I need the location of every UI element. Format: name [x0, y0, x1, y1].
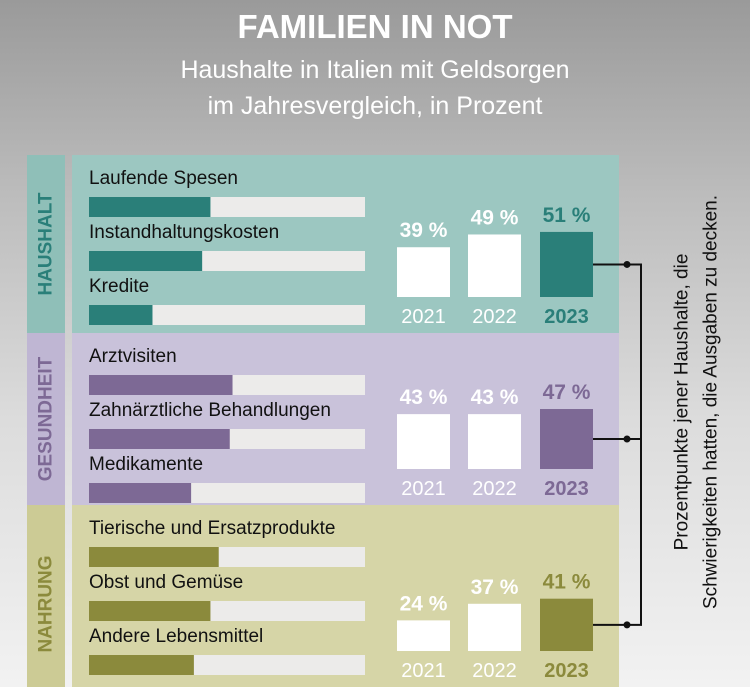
- bracket-dot: [623, 621, 631, 629]
- year-value-label: 37 %: [471, 576, 519, 599]
- section-label: HAUSHALT: [36, 192, 57, 295]
- subcategory-bar: [89, 547, 219, 567]
- year-bar: [468, 234, 521, 297]
- section-label-panel: [27, 505, 65, 687]
- section-panel: [72, 333, 619, 505]
- bracket-dot: [623, 260, 631, 268]
- year-value-label: 39 %: [400, 219, 448, 242]
- year-bar: [540, 409, 593, 469]
- year-value-label: 47 %: [543, 381, 591, 404]
- subcategory-label: Instandhaltungskosten: [89, 222, 279, 243]
- bracket-line: [593, 263, 642, 626]
- year-bar: [468, 603, 521, 651]
- subcategory-bar: [89, 375, 233, 395]
- year-bar: [468, 414, 521, 469]
- year-tick-label: 2021: [401, 660, 446, 682]
- chart-subtitle-line-2: im Jahresvergleich, in Prozent: [207, 92, 543, 120]
- subcategory-label: Tierische und Ersatzprodukte: [89, 518, 335, 539]
- subcategory-bar: [89, 251, 203, 271]
- year-tick-label: 2023: [544, 660, 589, 682]
- year-tick-label: 2023: [544, 306, 589, 328]
- subcategory-bar: [89, 197, 211, 217]
- subcategory-bar: [89, 429, 230, 449]
- subcategory-label: Laufende Spesen: [89, 168, 238, 189]
- section-panel: [72, 155, 619, 333]
- year-bar: [397, 247, 450, 297]
- year-value-label: 41 %: [543, 571, 591, 594]
- section-label: GESUNDHEIT: [36, 356, 57, 481]
- year-tick-label: 2021: [401, 478, 446, 500]
- side-note-line-1: Prozentpunkte jener Haushalte, die: [672, 254, 693, 551]
- subcategory-label: Arztvisiten: [89, 346, 177, 367]
- chart-subtitle-line-1: Haushalte in Italien mit Geldsorgen: [180, 56, 570, 84]
- subcategory-label: Medikamente: [89, 454, 203, 475]
- subcategory-track: [89, 305, 365, 325]
- year-tick-label: 2021: [401, 306, 446, 328]
- year-tick-label: 2022: [472, 478, 517, 500]
- year-tick-label: 2022: [472, 660, 517, 682]
- subcategory-label: Obst und Gemüse: [89, 572, 243, 593]
- subcategory-bar: [89, 601, 211, 621]
- subcategory-label: Zahnärztliche Behandlungen: [89, 400, 331, 421]
- year-value-label: 43 %: [400, 386, 448, 409]
- year-bar: [397, 414, 450, 469]
- subcategory-label: Andere Lebensmittel: [89, 626, 263, 647]
- year-value-label: 51 %: [543, 204, 591, 227]
- year-bar: [397, 620, 450, 651]
- subcategory-bar: [89, 655, 194, 675]
- subcategory-label: Kredite: [89, 276, 149, 297]
- year-bar: [540, 231, 593, 297]
- side-note-line-2: Schwierigkeiten hatten, die Ausgaben zu …: [701, 195, 722, 609]
- subcategory-bar: [89, 305, 153, 325]
- year-tick-label: 2023: [544, 478, 589, 500]
- section-label: NAHRUNG: [36, 555, 57, 652]
- year-value-label: 49 %: [471, 206, 519, 229]
- year-value-label: 43 %: [471, 386, 519, 409]
- subcategory-bar: [89, 483, 192, 503]
- section-label-panel: [27, 155, 65, 333]
- year-tick-label: 2022: [472, 306, 517, 328]
- bracket-dot: [623, 435, 631, 443]
- year-bar: [540, 598, 593, 651]
- year-value-label: 24 %: [400, 592, 448, 615]
- section-label-panel: [27, 333, 65, 505]
- chart-title: FAMILIEN IN NOT: [237, 8, 513, 45]
